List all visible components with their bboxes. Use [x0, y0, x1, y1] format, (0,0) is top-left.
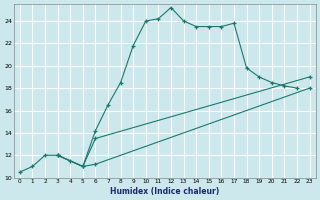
- X-axis label: Humidex (Indice chaleur): Humidex (Indice chaleur): [110, 187, 219, 196]
